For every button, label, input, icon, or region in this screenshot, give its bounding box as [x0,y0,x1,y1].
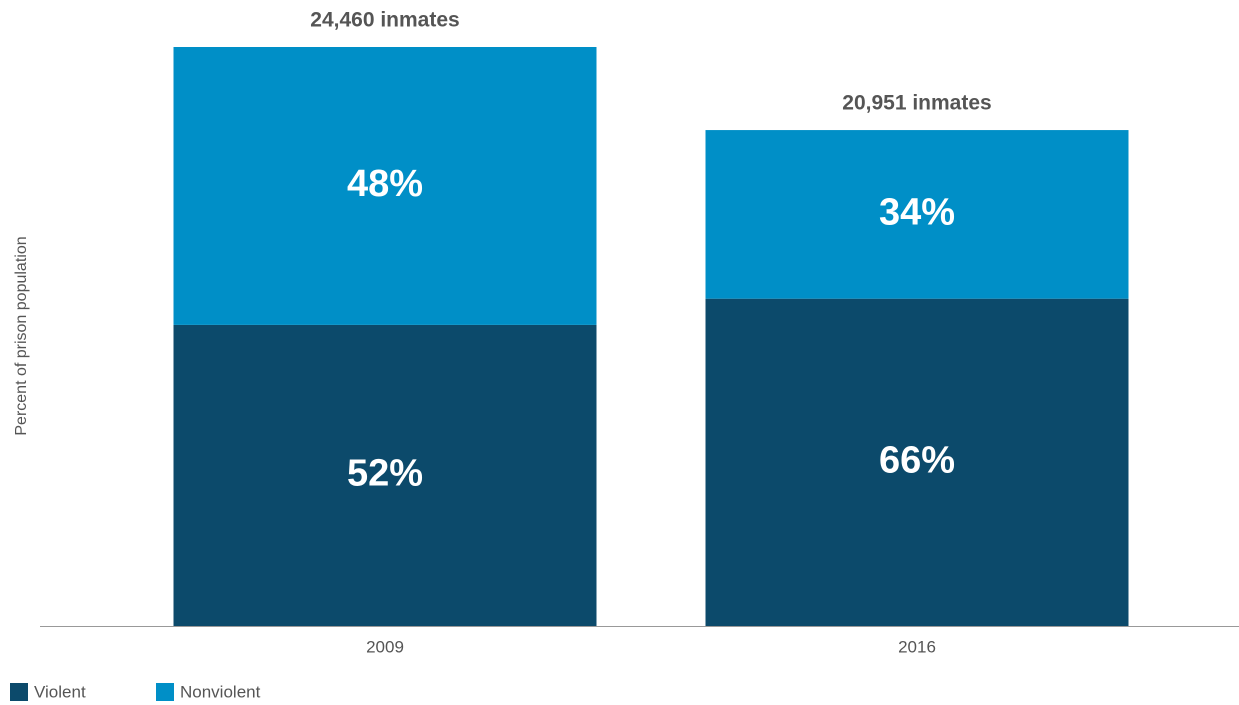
data-label: 34% [879,191,955,233]
bar-segment [173,324,597,626]
legend-swatch [10,683,28,701]
x-tick-label: 2016 [898,637,936,656]
data-label: 48% [347,163,423,205]
bar-segment [705,130,1129,299]
legend-label: Nonviolent [180,682,261,701]
total-label: 24,460 inmates [310,9,459,32]
bar-segment [173,47,597,325]
legend-label: Violent [34,682,86,701]
legend-swatch [156,683,174,701]
x-tick-label: 2009 [366,637,404,656]
y-axis-label: Percent of prison population [13,236,30,435]
bar-segment [705,298,1129,626]
data-label: 66% [879,439,955,481]
data-label: 52% [347,452,423,494]
total-label: 20,951 inmates [842,92,991,115]
